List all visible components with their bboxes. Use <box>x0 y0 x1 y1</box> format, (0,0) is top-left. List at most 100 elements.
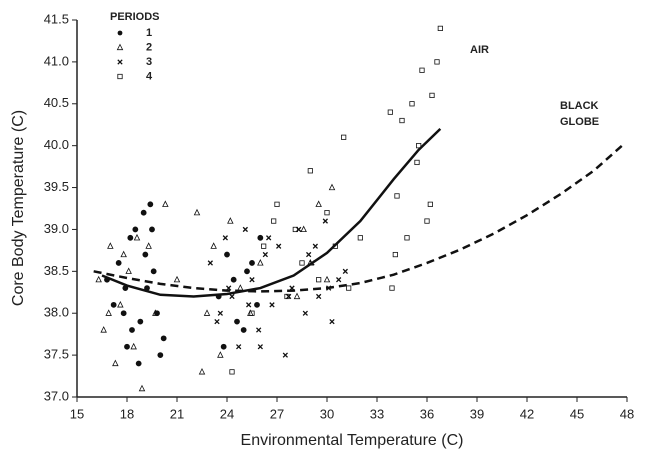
legend-marker <box>117 30 123 36</box>
point <box>257 259 264 266</box>
point <box>140 209 147 216</box>
point <box>399 117 405 124</box>
legend-label: 4 <box>146 70 153 82</box>
point <box>133 233 141 241</box>
point <box>346 285 352 291</box>
point <box>207 260 213 266</box>
point <box>160 335 167 342</box>
y-tick-label: 40.0 <box>44 137 69 152</box>
point <box>274 201 280 207</box>
point <box>262 251 268 258</box>
point <box>254 301 260 308</box>
x-tick-label: 48 <box>620 406 634 421</box>
legend-label: 2 <box>146 41 152 53</box>
point <box>256 327 262 333</box>
legend-marker <box>117 73 123 80</box>
point <box>198 367 206 375</box>
curve-label: BLACK <box>560 100 599 112</box>
point <box>110 301 117 308</box>
point <box>124 343 130 350</box>
point <box>222 235 228 241</box>
point <box>389 285 395 291</box>
point <box>324 210 330 216</box>
x-tick-label: 15 <box>70 406 84 421</box>
point <box>323 275 331 283</box>
x-tick-label: 27 <box>270 406 284 421</box>
y-tick-label: 41.0 <box>44 53 69 68</box>
y-tick-label: 41.5 <box>44 11 69 26</box>
legend-marker <box>117 59 123 65</box>
point <box>316 293 322 300</box>
point <box>249 260 255 266</box>
x-tick-label: 39 <box>470 406 484 421</box>
point <box>429 92 435 98</box>
point <box>220 343 227 350</box>
point <box>125 267 132 274</box>
point <box>214 318 220 325</box>
point <box>130 342 137 350</box>
point <box>394 193 400 199</box>
point <box>307 168 313 174</box>
point <box>157 352 164 359</box>
point <box>300 225 307 233</box>
legend-title: PERIODS <box>110 11 160 23</box>
point <box>414 159 420 166</box>
point <box>424 218 430 224</box>
point <box>105 309 112 316</box>
point <box>149 226 155 233</box>
point <box>299 260 305 266</box>
fit-curve <box>101 128 442 298</box>
point <box>342 268 348 274</box>
curve-label: AIR <box>470 44 489 56</box>
point <box>293 292 301 300</box>
y-tick-label: 39.5 <box>44 179 69 194</box>
point <box>138 384 146 392</box>
point <box>224 251 230 258</box>
point <box>234 318 240 325</box>
point <box>132 226 139 233</box>
point <box>437 25 443 31</box>
point <box>336 277 342 283</box>
point <box>162 200 169 207</box>
point <box>271 218 277 224</box>
x-tick-label: 18 <box>120 406 134 421</box>
point <box>147 201 154 208</box>
point <box>328 183 336 191</box>
point <box>392 251 398 258</box>
point <box>409 101 415 107</box>
point <box>257 344 263 350</box>
point <box>115 260 122 266</box>
point <box>249 310 255 316</box>
point <box>229 369 235 375</box>
point <box>230 276 237 283</box>
point <box>302 310 308 316</box>
point <box>120 250 127 258</box>
point <box>306 251 312 258</box>
point <box>249 277 255 283</box>
point <box>129 327 135 333</box>
point <box>276 243 282 249</box>
y-tick-label: 38.5 <box>44 263 69 278</box>
x-tick-label: 45 <box>570 406 584 421</box>
point <box>120 310 127 317</box>
point <box>240 327 247 333</box>
point <box>150 268 157 275</box>
point <box>312 243 318 249</box>
point <box>357 235 363 241</box>
point <box>341 134 347 140</box>
point <box>173 275 181 283</box>
point <box>322 218 328 224</box>
point <box>217 310 223 316</box>
y-tick-label: 37.5 <box>44 347 69 362</box>
point <box>419 67 425 73</box>
legend-marker <box>116 43 124 51</box>
point <box>296 226 302 233</box>
x-tick-label: 24 <box>220 406 234 421</box>
point <box>316 277 322 283</box>
x-tick-label: 36 <box>420 406 434 421</box>
point <box>257 234 264 241</box>
x-tick-label: 33 <box>370 406 384 421</box>
point <box>142 251 149 258</box>
curve-label: GLOBE <box>560 116 599 128</box>
